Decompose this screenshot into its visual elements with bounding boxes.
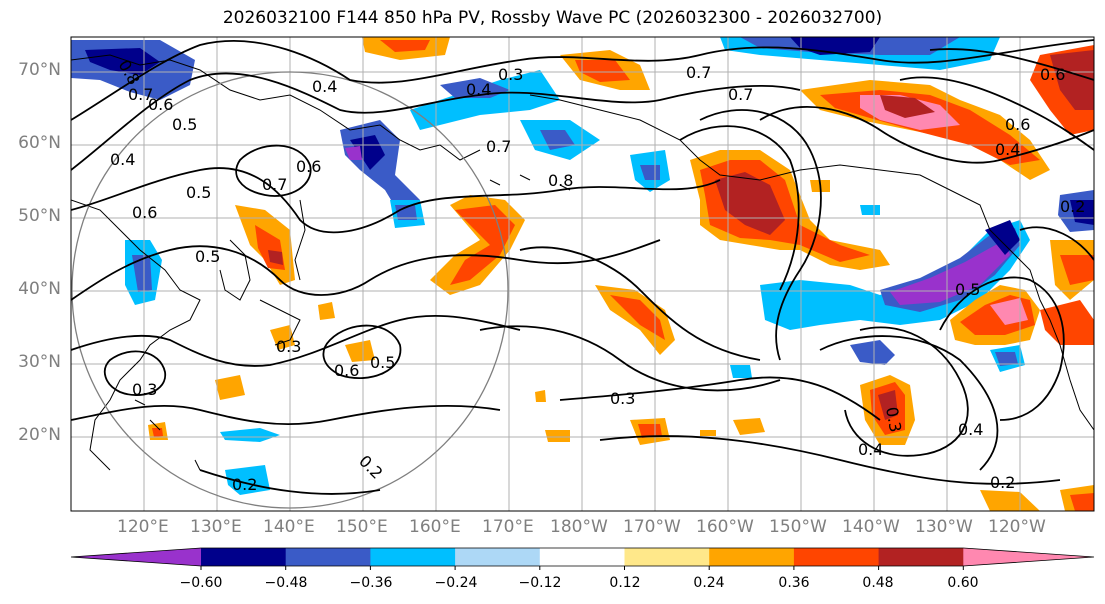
- colorbar-tick-label: 0.24: [693, 575, 725, 591]
- colorbar-extend-high: [963, 548, 1094, 566]
- colorbar: [70, 547, 1095, 570]
- colorbar-swatch: [455, 548, 541, 566]
- contour-label: 0.3: [610, 389, 635, 408]
- lon-label-140e: 140°E: [263, 517, 315, 537]
- contour-label: 0.4: [995, 140, 1020, 159]
- lon-label-130e: 130°E: [190, 517, 242, 537]
- colorbar-swatch: [539, 548, 625, 566]
- colorbar-tick-label: −0.12: [518, 575, 562, 591]
- contour-label: 0.5: [195, 247, 220, 266]
- lon-label-160w: 160°W: [696, 517, 754, 537]
- contour-label: 0.6: [334, 361, 359, 380]
- lat-label-20n: 20°N: [18, 425, 61, 445]
- contour-label-group: 0.8 0.7 0.6 0.5 0.4 0.5 0.6 0.5 0.7 0.6 …: [110, 57, 1085, 495]
- colorbar-tick-label: −0.60: [179, 575, 223, 591]
- lat-label-70n: 70°N: [18, 60, 61, 80]
- map-title: 2026032100 F144 850 hPa PV, Rossby Wave …: [222, 8, 883, 28]
- radius-circle: [71, 71, 509, 509]
- map-frame: [70, 36, 1095, 512]
- colorbar-swatch: [201, 548, 287, 566]
- lon-label-150w: 150°W: [769, 517, 827, 537]
- map-gridlines: [71, 37, 1094, 511]
- lon-label-130w: 130°W: [915, 517, 973, 537]
- lon-label-140w: 140°W: [842, 517, 900, 537]
- contour-label: 0.5: [172, 115, 197, 134]
- coastlines: [71, 54, 1094, 471]
- lon-label-120e: 120°E: [117, 517, 169, 537]
- pv-contours: [71, 39, 1094, 495]
- contour-label: 0.5: [186, 183, 211, 202]
- contour-label: 0.2: [990, 473, 1015, 492]
- lon-label-170e: 170°E: [482, 517, 534, 537]
- lon-label-180w: 180°W: [550, 517, 608, 537]
- contour-label: 0.6: [132, 203, 157, 222]
- colorbar-swatch: [878, 548, 964, 566]
- contour-label: 0.3: [132, 380, 157, 399]
- contour-label: 0.6: [148, 95, 173, 114]
- colorbar-swatch: [793, 548, 880, 566]
- lon-label-120w: 120°W: [988, 517, 1046, 537]
- contour-label: 0.5: [370, 353, 395, 372]
- contour-label: 0.3: [498, 65, 523, 84]
- contour-label: 0.7: [128, 85, 153, 104]
- lat-label-30n: 30°N: [18, 352, 61, 372]
- contour-label: 0.3: [276, 337, 301, 356]
- contour-label: 0.6: [1005, 115, 1030, 134]
- contour-label: 0.7: [262, 175, 287, 194]
- lon-label-150e: 150°E: [336, 517, 388, 537]
- colorbar-tick-label: 0.36: [778, 575, 810, 591]
- contour-label: 0.6: [296, 157, 321, 176]
- lat-label-40n: 40°N: [18, 279, 61, 299]
- contour-label: 0.8: [548, 171, 573, 190]
- colorbar-tick-label: −0.48: [264, 575, 308, 591]
- contour-label: 0.7: [486, 137, 511, 156]
- contour-label: 0.7: [686, 63, 711, 82]
- colorbar-tick-label: 0.48: [862, 575, 894, 591]
- colorbar-swatch: [624, 548, 710, 566]
- lon-label-160e: 160°E: [409, 517, 461, 537]
- contour-label: 0.4: [466, 80, 491, 99]
- colorbar-tick-label: −0.36: [349, 575, 393, 591]
- contour-label: 0.2: [1060, 197, 1085, 216]
- colorbar-extend-low: [71, 548, 201, 566]
- contour-label: 0.7: [728, 85, 753, 104]
- lat-label-60n: 60°N: [18, 133, 61, 153]
- contour-label: 0.4: [958, 420, 983, 439]
- contour-label: 0.4: [312, 77, 337, 96]
- contour-label: 0.3: [882, 405, 905, 433]
- colorbar-tick-label: −0.24: [434, 575, 478, 591]
- contour-label: 0.4: [858, 440, 883, 459]
- contour-label: 0.2: [232, 475, 257, 494]
- lat-label-50n: 50°N: [18, 206, 61, 226]
- colorbar-swatch: [285, 548, 371, 566]
- colorbar-swatch: [370, 548, 456, 566]
- contour-label: 0.5: [955, 280, 980, 299]
- colorbar-tick-label: 0.12: [609, 575, 641, 591]
- colorbar-tick-label: 0.60: [947, 575, 979, 591]
- lon-label-170w: 170°W: [623, 517, 681, 537]
- contour-label: 0.6: [1040, 65, 1065, 84]
- contour-label: 0.4: [110, 150, 135, 169]
- colorbar-swatch: [709, 548, 795, 566]
